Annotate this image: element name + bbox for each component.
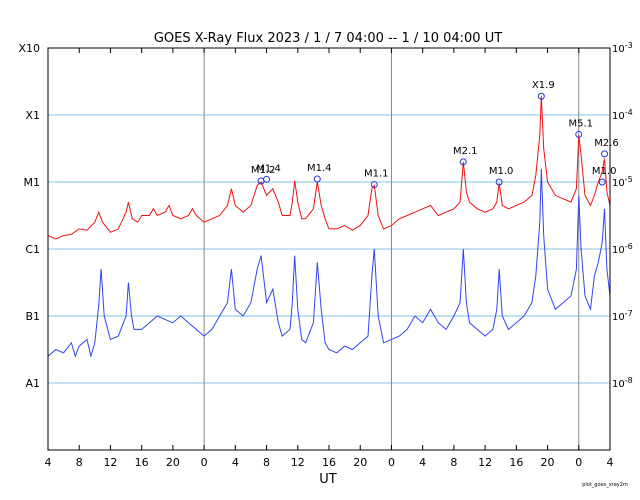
series-layer xyxy=(47,96,611,359)
flare-label: M1.2 xyxy=(251,165,276,176)
flare-label: M1.4 xyxy=(256,163,281,174)
flare-circle xyxy=(601,150,609,158)
x-axis-label: UT xyxy=(319,472,337,487)
x-tick-label: 4 xyxy=(232,456,239,469)
flare-marker: M2.6 xyxy=(594,138,619,158)
x-tick-label: 20 xyxy=(541,456,555,469)
flare-marker: X1.9 xyxy=(532,80,555,100)
x-tick-label: 8 xyxy=(450,456,457,469)
right-tick-label: 10-3 xyxy=(612,41,633,55)
x-tick-label: 12 xyxy=(291,456,305,469)
x-tick-label: 4 xyxy=(419,456,426,469)
flare-label: M5.1 xyxy=(569,118,594,129)
series-line xyxy=(47,168,611,359)
left-tick-label: A1 xyxy=(25,377,40,390)
x-tick-label: 16 xyxy=(322,456,336,469)
right-tick-label: 10-5 xyxy=(612,175,633,189)
flare-circle xyxy=(598,178,606,186)
right-tick-label: 10-8 xyxy=(612,376,633,390)
flare-marker: M1.0 xyxy=(592,166,617,186)
x-axis-ticks: 4 8 12 16 20 0 4 8 12 16 20 0 4 8 12 16 20 0 4 xyxy=(45,48,614,469)
flare-label: M1.4 xyxy=(307,163,332,174)
flare-label: M2.6 xyxy=(594,138,619,149)
x-tick-label: 12 xyxy=(478,456,492,469)
x-tick-label: 16 xyxy=(135,456,149,469)
flare-circle xyxy=(313,175,321,183)
flare-circle xyxy=(537,92,545,100)
flare-label: M1.0 xyxy=(592,166,617,177)
x-tick-label: 0 xyxy=(388,456,395,469)
left-tick-label: X1 xyxy=(25,109,40,122)
left-tick-label: B1 xyxy=(25,310,40,323)
right-axis-ticks: 10-8 10-7 10-6 10-5 10-4 10-3 xyxy=(612,41,633,390)
x-tick-label: 0 xyxy=(575,456,582,469)
x-tick-label: 8 xyxy=(76,456,83,469)
flare-label: M1.0 xyxy=(489,166,514,177)
left-tick-label: X10 xyxy=(18,42,40,55)
x-tick-label: 20 xyxy=(353,456,367,469)
x-tick-label: 16 xyxy=(509,456,523,469)
left-tick-label: C1 xyxy=(25,243,40,256)
chart-title: GOES X-Ray Flux 2023 / 1 / 7 04:00 -- 1 … xyxy=(154,31,502,46)
flare-circle xyxy=(370,181,378,189)
plot-credit: plot_goes_xray2m xyxy=(582,482,628,488)
x-tick-label: 8 xyxy=(263,456,270,469)
flare-label: M1.1 xyxy=(364,169,389,180)
flare-label: M2.1 xyxy=(453,146,478,157)
grid-lines xyxy=(48,47,610,450)
left-tick-label: M1 xyxy=(24,176,41,189)
x-tick-label: 0 xyxy=(201,456,208,469)
flare-circle xyxy=(495,178,503,186)
x-tick-label: 12 xyxy=(103,456,117,469)
flare-circle xyxy=(263,175,271,183)
x-tick-label: 20 xyxy=(166,456,180,469)
series-line xyxy=(47,96,611,240)
flare-marker: M1.0 xyxy=(489,166,514,186)
x-tick-label: 4 xyxy=(607,456,614,469)
flare-markers: M1.2M1.4 M1.4M1.1M2.1M1.0X1.9M5.1M1.0M2.6 xyxy=(251,80,619,189)
right-tick-label: 10-7 xyxy=(612,309,633,323)
right-tick-label: 10-4 xyxy=(612,108,633,122)
flare-circle xyxy=(575,130,583,138)
flare-marker: M2.1 xyxy=(453,146,478,166)
left-axis-ticks: A1 B1 C1 M1 X1 X10 xyxy=(18,42,40,390)
x-tick-label: 4 xyxy=(45,456,52,469)
flare-marker: M1.1 xyxy=(364,169,389,189)
right-tick-label: 10-6 xyxy=(612,242,633,256)
flare-label: X1.9 xyxy=(532,80,555,91)
flare-marker: M1.4 xyxy=(307,163,332,183)
flare-marker: M1.4 xyxy=(256,163,281,183)
flare-circle xyxy=(459,158,467,166)
flare-marker: M5.1 xyxy=(569,118,594,138)
